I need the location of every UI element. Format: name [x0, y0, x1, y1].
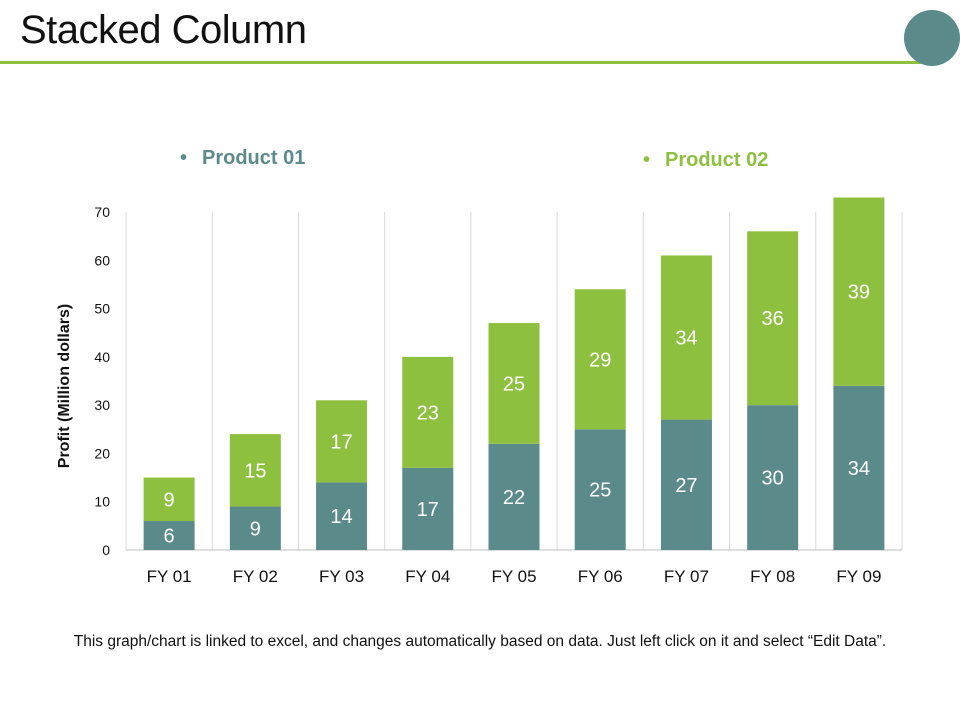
y-tick-label: 40: [94, 349, 110, 365]
data-label: 23: [417, 402, 439, 424]
bar-product-01: [833, 385, 885, 550]
y-axis-label: Profit (Million dollars): [56, 304, 73, 468]
x-tick-label: FY 08: [750, 567, 795, 586]
legend-label: Product 01: [202, 147, 306, 169]
y-tick-label: 0: [102, 542, 110, 558]
legend-bullet: •: [180, 147, 188, 169]
footnote: This graph/chart is linked to excel, and…: [73, 633, 887, 650]
data-label: 27: [675, 475, 697, 497]
data-label: 30: [762, 468, 784, 490]
y-tick-label: 50: [94, 301, 110, 317]
bar-product-01: [660, 419, 712, 550]
x-tick-label: FY 06: [578, 567, 623, 586]
bar-product-02: [488, 323, 540, 444]
data-label: 39: [848, 282, 870, 304]
bar-product-01: [402, 467, 454, 550]
y-tick-label: 60: [94, 252, 110, 268]
y-tick-label: 30: [94, 397, 110, 413]
data-label: 9: [250, 518, 261, 540]
x-tick-label: FY 03: [319, 567, 364, 586]
x-tick-label: FY 01: [147, 567, 192, 586]
bar-product-02: [833, 197, 885, 386]
bar-product-02: [229, 434, 281, 507]
bar-product-02: [747, 231, 799, 406]
bar-product-01: [229, 506, 281, 550]
bar-product-02: [402, 356, 454, 468]
y-tick-label: 20: [94, 445, 110, 461]
legend-bullet: •: [643, 149, 651, 171]
data-label: 9: [164, 489, 175, 511]
data-label: 15: [244, 460, 266, 482]
data-label: 34: [675, 328, 697, 350]
bar-product-01: [316, 482, 368, 550]
bar-product-02: [316, 400, 368, 483]
data-label: 25: [503, 373, 525, 395]
data-label: 34: [848, 458, 870, 480]
data-label: 17: [417, 499, 439, 521]
legend-label: Product 02: [665, 149, 769, 171]
y-tick-label: 70: [94, 204, 110, 220]
data-label: 25: [589, 480, 611, 502]
x-tick-label: FY 07: [664, 567, 709, 586]
legend-item-product-01: • Product 01: [180, 147, 305, 170]
data-label: 6: [164, 526, 175, 548]
legend-item-product-02: • Product 02: [643, 149, 768, 172]
bar-product-02: [660, 255, 712, 420]
data-label: 14: [330, 506, 352, 528]
x-tick-label: FY 04: [405, 567, 450, 586]
bar-product-02: [574, 289, 626, 430]
bar-product-01: [747, 405, 799, 550]
bar-product-01: [488, 443, 540, 550]
slide-title: Stacked Column: [20, 8, 307, 52]
data-label: 36: [762, 308, 784, 330]
y-tick-label: 10: [94, 494, 110, 510]
data-label: 22: [503, 487, 525, 509]
x-tick-label: FY 09: [836, 567, 881, 586]
data-label: 29: [589, 349, 611, 371]
x-tick-label: FY 05: [491, 567, 536, 586]
title-underline: [0, 61, 925, 64]
bar-product-02: [143, 477, 195, 522]
x-tick-label: FY 02: [233, 567, 278, 586]
data-label: 17: [330, 431, 352, 453]
decorative-circle: [904, 10, 960, 66]
bar-product-01: [143, 521, 195, 550]
bar-product-01: [574, 429, 626, 550]
